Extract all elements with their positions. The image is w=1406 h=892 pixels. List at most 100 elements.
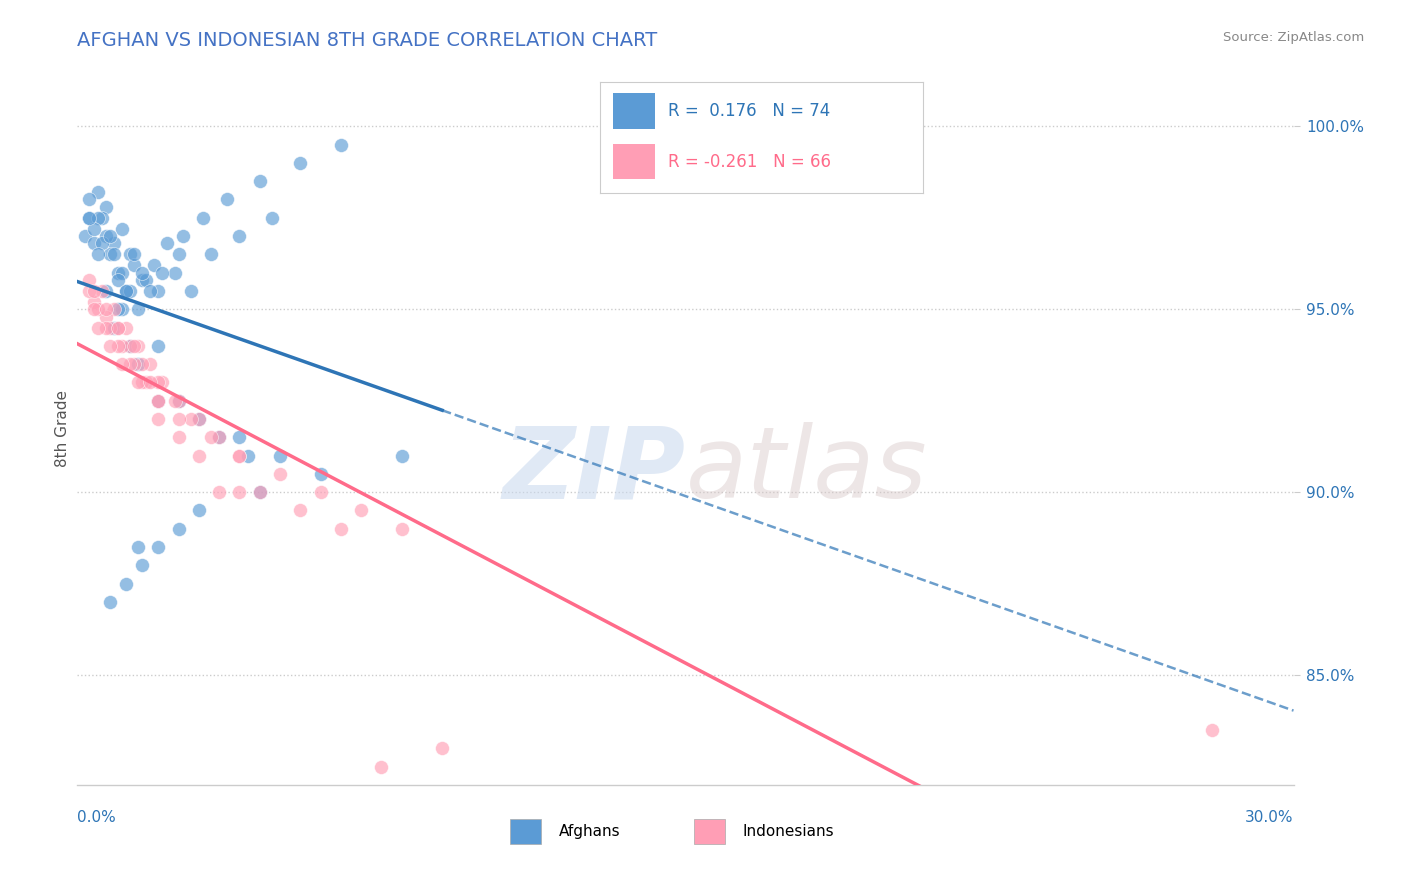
Point [83, 294, 105, 309]
Point [94, 302, 117, 317]
Point [127, 302, 149, 317]
Point [148, 412, 170, 426]
Point [107, 266, 129, 280]
Point [86, 302, 108, 317]
Point [131, 266, 153, 280]
Point [98, 595, 121, 609]
Point [79, 193, 101, 207]
Point [155, 236, 177, 251]
Point [98, 339, 121, 353]
Point [79, 211, 101, 225]
Point [148, 393, 170, 408]
Point [94, 284, 117, 298]
Point [107, 273, 129, 287]
Point [111, 339, 134, 353]
Point [200, 247, 222, 261]
Point [94, 229, 117, 244]
Point [163, 266, 186, 280]
Point [115, 576, 138, 591]
Point [188, 449, 211, 463]
Point [208, 430, 231, 444]
Point [127, 540, 149, 554]
Point [228, 449, 250, 463]
Text: atlas: atlas [686, 423, 927, 519]
Point [86, 211, 108, 225]
Point [309, 467, 332, 481]
Point [111, 221, 134, 235]
Point [127, 339, 149, 353]
Y-axis label: 8th Grade: 8th Grade [55, 390, 70, 467]
Point [103, 302, 125, 317]
Point [180, 284, 202, 298]
Point [98, 229, 121, 244]
Point [236, 449, 259, 463]
Point [127, 376, 149, 390]
Point [115, 320, 138, 334]
Point [290, 503, 312, 517]
Point [228, 449, 250, 463]
Point [249, 174, 271, 188]
Point [118, 284, 141, 298]
Text: 30.0%: 30.0% [1246, 810, 1294, 825]
Point [167, 393, 190, 408]
Point [115, 284, 138, 298]
Point [111, 302, 134, 317]
Text: ZIP: ZIP [502, 423, 686, 519]
Point [188, 412, 211, 426]
Point [152, 376, 174, 390]
Point [167, 247, 190, 261]
Point [148, 393, 170, 408]
Point [269, 449, 291, 463]
Point [391, 522, 413, 536]
Point [188, 503, 211, 517]
Point [79, 273, 101, 287]
Point [290, 156, 312, 170]
Point [90, 236, 112, 251]
Point [167, 412, 190, 426]
Point [188, 412, 211, 426]
Point [131, 558, 153, 573]
Point [143, 258, 166, 272]
Point [107, 320, 129, 334]
Point [350, 503, 373, 517]
Point [122, 339, 145, 353]
Point [167, 522, 190, 536]
Point [122, 247, 145, 261]
Text: 0.0%: 0.0% [77, 810, 117, 825]
Point [127, 357, 149, 371]
Point [79, 284, 101, 298]
Point [83, 221, 105, 235]
Point [148, 540, 170, 554]
Point [148, 339, 170, 353]
Point [98, 320, 121, 334]
Point [208, 430, 231, 444]
Point [200, 430, 222, 444]
Point [148, 376, 170, 390]
Point [90, 211, 112, 225]
Point [118, 339, 141, 353]
Point [269, 467, 291, 481]
Point [107, 339, 129, 353]
Point [98, 247, 121, 261]
Point [75, 229, 97, 244]
Point [180, 412, 202, 426]
Point [86, 185, 108, 199]
Point [103, 320, 125, 334]
Point [391, 449, 413, 463]
Point [111, 357, 134, 371]
Point [152, 266, 174, 280]
Point [172, 229, 194, 244]
Point [309, 485, 332, 500]
Point [118, 357, 141, 371]
Point [228, 430, 250, 444]
Point [131, 273, 153, 287]
Point [249, 485, 271, 500]
Point [86, 320, 108, 334]
Point [260, 211, 283, 225]
Point [103, 236, 125, 251]
Point [111, 266, 134, 280]
Point [94, 310, 117, 324]
Point [107, 302, 129, 317]
Point [191, 211, 214, 225]
Point [228, 485, 250, 500]
